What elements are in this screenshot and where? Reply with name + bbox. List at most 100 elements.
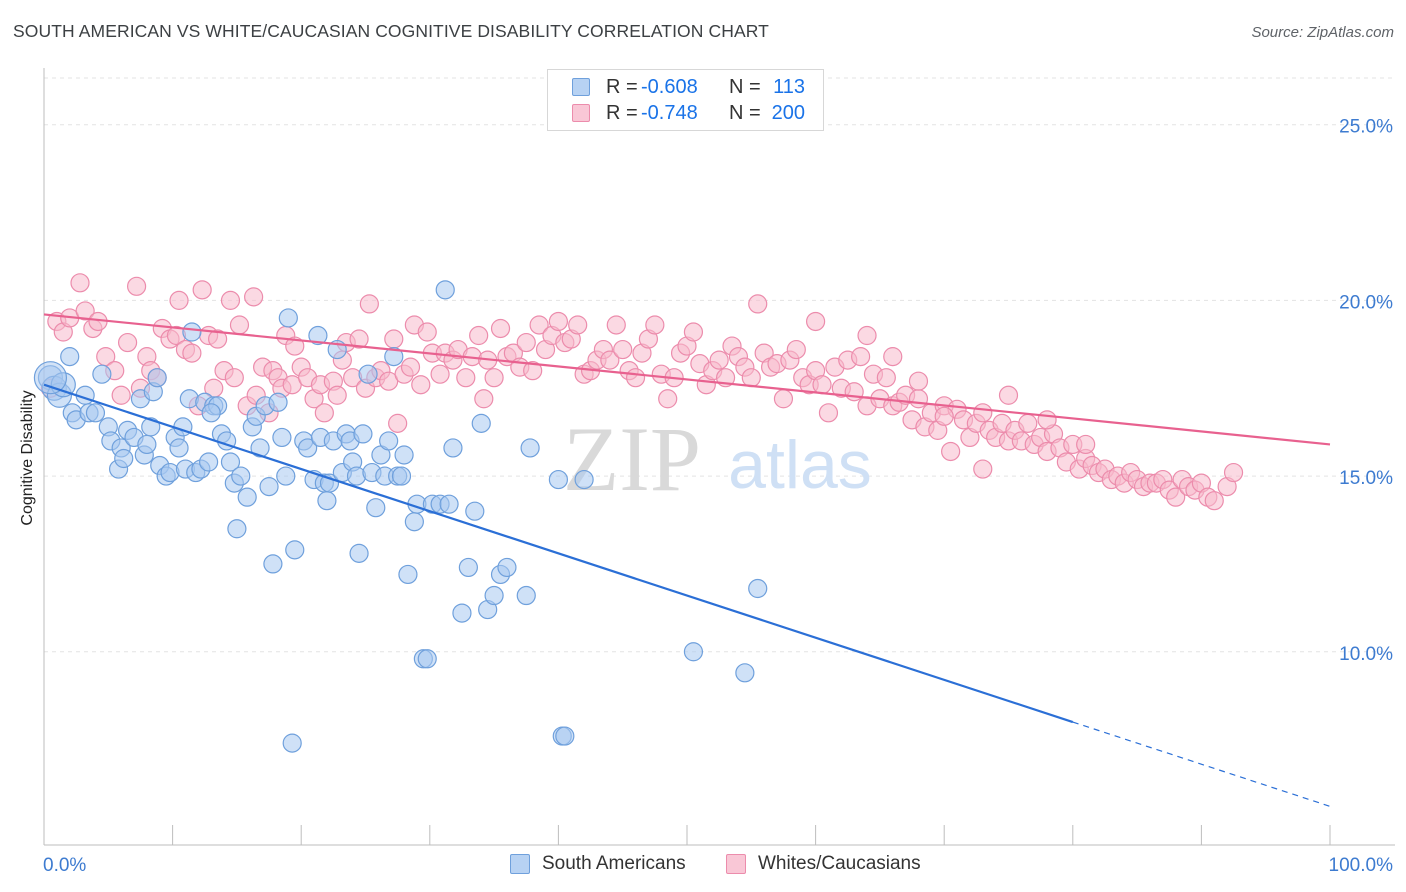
y-axis-label: Cognitive Disability: [19, 390, 36, 526]
data-point-south-americans: [574, 469, 594, 490]
y-tick-label: 10.0%: [1339, 644, 1393, 665]
data-point-whites: [1037, 410, 1057, 430]
data-point-south-americans: [33, 361, 68, 395]
data-point-whites: [973, 459, 993, 479]
data-point-whites: [523, 361, 543, 381]
source-label: Source: ZipAtlas.com: [1251, 24, 1394, 41]
y-tick-label: 25.0%: [1339, 117, 1393, 138]
data-point-south-americans: [435, 280, 455, 300]
data-point-south-americans: [308, 325, 328, 346]
trend-line-south-americans: [43, 383, 1074, 724]
data-point-south-americans: [169, 438, 189, 458]
legend-n-value: 200: [771, 101, 805, 124]
legend-r-value: -0.608: [641, 75, 698, 98]
data-point-south-americans: [231, 466, 251, 486]
data-point-south-americans: [319, 473, 340, 493]
data-point-south-americans: [250, 438, 270, 458]
data-point-whites: [1223, 462, 1244, 483]
data-point-south-americans: [497, 557, 517, 578]
data-point-whites: [818, 403, 839, 423]
data-point-whites: [548, 311, 569, 332]
data-point-whites: [384, 329, 404, 349]
data-point-whites: [645, 315, 665, 335]
data-point-whites: [741, 368, 761, 388]
data-point-whites: [126, 276, 147, 296]
legend-n-label: N =: [729, 75, 761, 98]
data-point-whites: [748, 294, 768, 314]
data-point-whites: [75, 301, 95, 321]
data-point-whites: [1018, 413, 1038, 433]
data-point-whites: [349, 329, 369, 349]
data-point-whites: [908, 389, 929, 409]
data-point-whites: [613, 339, 633, 360]
data-point-whites: [111, 385, 131, 405]
data-point-south-americans: [683, 642, 704, 662]
data-point-whites: [658, 389, 678, 409]
data-point-south-americans: [443, 438, 463, 458]
chart-title: SOUTH AMERICAN VS WHITE/CAUCASIAN COGNIT…: [13, 21, 769, 41]
legend-r-label: R =: [606, 75, 638, 98]
data-point-whites: [908, 371, 929, 391]
data-point-whites: [474, 389, 494, 409]
data-point-south-americans: [282, 733, 302, 753]
data-point-whites: [934, 406, 954, 426]
data-point-south-americans: [398, 564, 418, 585]
data-point-south-americans: [417, 649, 437, 669]
data-point-whites: [192, 280, 212, 300]
data-point-whites: [417, 322, 437, 342]
data-point-south-americans: [317, 491, 337, 511]
data-point-whites: [469, 325, 489, 346]
data-point-whites: [773, 389, 794, 409]
data-point-south-americans: [366, 498, 386, 518]
data-point-south-americans: [458, 557, 478, 578]
data-point-whites: [285, 336, 305, 356]
data-point-south-americans: [548, 469, 569, 490]
data-point-whites: [857, 325, 877, 346]
data-point-whites: [516, 332, 536, 353]
data-point-south-americans: [358, 364, 378, 384]
data-point-whites: [625, 368, 646, 388]
watermark-atlas: atlas: [728, 427, 872, 503]
data-point-south-americans: [404, 512, 424, 532]
data-point-south-americans: [465, 501, 485, 521]
data-point-whites: [220, 290, 241, 310]
data-point-south-americans: [298, 438, 318, 458]
data-point-south-americans: [147, 368, 167, 388]
data-point-whites: [456, 368, 476, 388]
x-tick-label: 100.0%: [1329, 855, 1394, 876]
data-point-whites: [359, 294, 379, 314]
data-point-south-americans: [199, 452, 219, 472]
y-tick-label: 20.0%: [1339, 292, 1393, 313]
data-point-south-americans: [60, 347, 80, 367]
data-point-south-americans: [748, 578, 768, 599]
data-point-south-americans: [391, 466, 412, 486]
data-point-south-americans: [384, 347, 404, 367]
legend-item-south-americans: South Americans: [510, 851, 686, 877]
data-point-whites: [851, 347, 871, 367]
data-point-whites: [606, 315, 626, 335]
legend-r-label: R =: [606, 101, 638, 124]
data-point-whites: [490, 318, 511, 339]
trend-lines: [43, 313, 1331, 807]
data-point-south-americans: [85, 403, 106, 423]
x-tick-labels: 0.0% 100.0%: [43, 855, 1393, 876]
data-point-south-americans: [272, 427, 292, 448]
data-point-south-americans: [92, 364, 112, 384]
legend-n-value: 113: [773, 75, 805, 98]
data-point-south-americans: [516, 585, 536, 606]
data-point-south-americans: [182, 322, 202, 342]
data-point-south-americans: [735, 663, 755, 683]
data-point-whites: [411, 375, 431, 395]
data-point-south-americans: [439, 494, 459, 514]
correlation-legend: R = -0.608 N = 113 R = -0.748 N = 200: [547, 69, 824, 131]
data-point-south-americans: [555, 726, 575, 746]
legend-label: Whites/Caucasians: [758, 853, 921, 874]
data-point-whites: [327, 385, 347, 405]
data-point-whites: [876, 368, 896, 388]
data-point-south-americans: [484, 585, 504, 606]
data-point-south-americans: [227, 519, 247, 539]
data-point-whites: [314, 403, 334, 423]
legend-swatch-pink: [572, 104, 590, 122]
data-point-south-americans: [114, 448, 134, 469]
